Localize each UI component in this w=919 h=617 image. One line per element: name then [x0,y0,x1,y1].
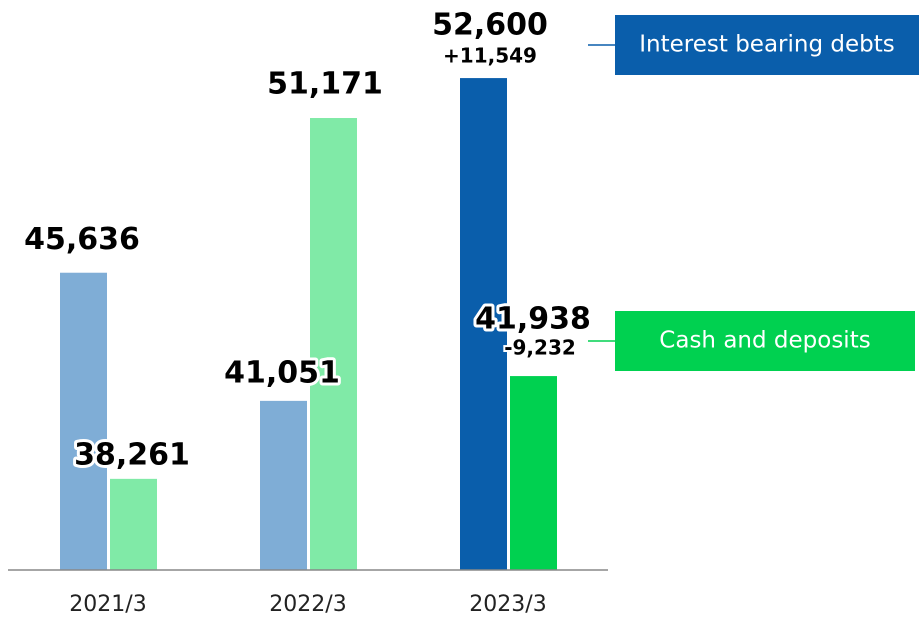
value-label: 45,636 [24,222,140,257]
legend-label: Cash and deposits [659,328,870,354]
annotation: -9,232 [504,336,576,360]
bar [510,376,557,570]
bar [460,78,507,570]
x-tick-label: 2023/3 [469,592,546,617]
bar [110,478,157,570]
legend-label: Interest bearing debts [639,32,894,58]
value-label: 38,261 [74,437,190,472]
x-tick-label: 2022/3 [269,592,346,617]
annotation: +11,549 [443,44,537,68]
bar [310,118,357,570]
legend-box [615,311,915,371]
bar [60,272,107,570]
value-label: 41,051 [224,355,340,390]
x-tick-label: 2021/3 [69,592,146,617]
bar [260,400,307,570]
value-label: 51,171 [267,67,383,102]
value-label: 52,600 [432,8,548,43]
legend-box [615,15,919,75]
value-label: 41,938 [475,302,591,337]
